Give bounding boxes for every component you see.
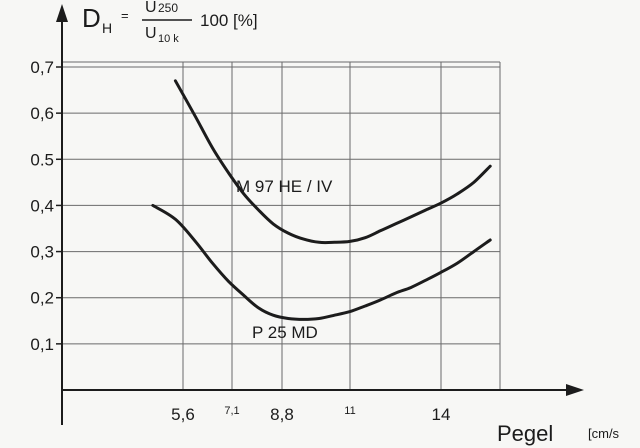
x-tick-label: 7,1 (224, 405, 239, 417)
y-tick-label: 0,3 (30, 243, 54, 262)
y-axis-label-formula: D H = U 250 U 10 k 100 [%] (82, 0, 258, 45)
series-label-p25: P 25 MD (252, 323, 318, 342)
x-tick-label: 8,8 (270, 405, 294, 424)
formula-denominator-sub: 10 k (158, 33, 179, 45)
x-tick-label: 5,6 (171, 405, 195, 424)
x-axis-unit: [cm/s (588, 426, 620, 441)
formula-unit: [%] (233, 11, 258, 30)
formula-factor: 100 (200, 11, 228, 30)
series-label-m97: M 97 HE / IV (236, 177, 333, 196)
grid (62, 61, 501, 390)
y-tick-label: 0,1 (30, 335, 54, 354)
formula-equals: = (121, 8, 129, 23)
formula-numerator: U (145, 0, 157, 16)
x-tick-labels: 5,6 7,1 8,8 11 14 (171, 405, 450, 424)
formula-lhs-sub: H (102, 20, 112, 36)
x-tick-label: 14 (432, 405, 451, 424)
y-tick-label: 0,7 (30, 58, 54, 77)
y-tick-label: 0,6 (30, 104, 54, 123)
formula-denominator: U (145, 25, 157, 42)
series-line-0 (173, 79, 492, 245)
y-tick-label: 0,4 (30, 196, 54, 215)
formula-lhs: D (82, 3, 101, 33)
y-tick-label: 0.5 (30, 150, 54, 169)
series-curves (151, 79, 492, 321)
y-axis-arrow-icon (56, 4, 68, 22)
axes (56, 4, 584, 425)
x-axis-arrow-icon (566, 384, 584, 396)
y-tick-label: 0,2 (30, 289, 54, 308)
x-tick-label: 11 (344, 405, 355, 417)
y-tick-labels: 0,1 0,2 0,3 0,4 0.5 0,6 0,7 (30, 58, 62, 354)
x-axis-label: Pegel (497, 421, 553, 446)
series-line-1 (151, 203, 492, 321)
formula-numerator-sub: 250 (158, 1, 178, 15)
